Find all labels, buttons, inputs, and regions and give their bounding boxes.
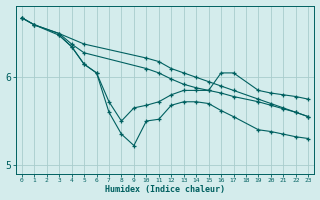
X-axis label: Humidex (Indice chaleur): Humidex (Indice chaleur) [105, 185, 225, 194]
